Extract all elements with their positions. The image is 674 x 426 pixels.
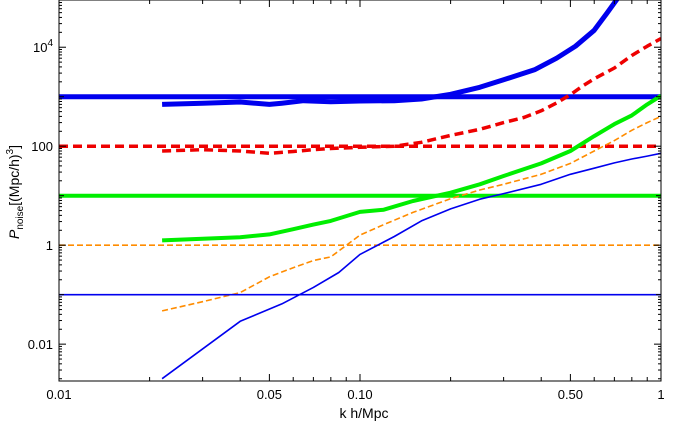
- y-tick-label-3: 100: [31, 139, 53, 154]
- y-axis-label-superscript: 3: [5, 148, 16, 154]
- x-tick-label-1: 0.01: [46, 387, 71, 402]
- series-line-8: [161, 115, 661, 312]
- y-tick-label-1: 0.01: [28, 337, 53, 352]
- series-line-10: [161, 152, 661, 380]
- y-axis-label-close: ]: [6, 145, 22, 149]
- y-axis-label-subscript: noise: [15, 205, 26, 229]
- x-tick-label-2: 0.05: [257, 387, 282, 402]
- x-tick-label-5: 1: [657, 387, 664, 402]
- x-axis-label: k h/Mpc: [339, 405, 388, 421]
- y-axis-label: Pnoise[(Mpc/h)3]: [5, 145, 26, 239]
- series-line-2: [162, 0, 620, 107]
- axes: 0.01 0.05 0.10 0.50 1 0.01 1 100 104: [28, 0, 665, 402]
- series-line-6: [162, 94, 661, 243]
- plot-frame: [58, 0, 662, 382]
- series-line-4: [162, 36, 661, 156]
- series-layer: [59, 0, 661, 380]
- y-tick-label-2: 1: [46, 238, 53, 253]
- y-axis-label-units: [(Mpc/h): [6, 154, 22, 205]
- svg-text:Pnoise[(Mpc/h)3]: Pnoise[(Mpc/h)3]: [5, 145, 26, 239]
- y-tick-label-4: 104: [33, 38, 53, 55]
- x-tick-label-4: 0.50: [558, 387, 583, 402]
- y-axis-label-main: P: [6, 229, 22, 239]
- x-tick-label-3: 0.10: [347, 387, 372, 402]
